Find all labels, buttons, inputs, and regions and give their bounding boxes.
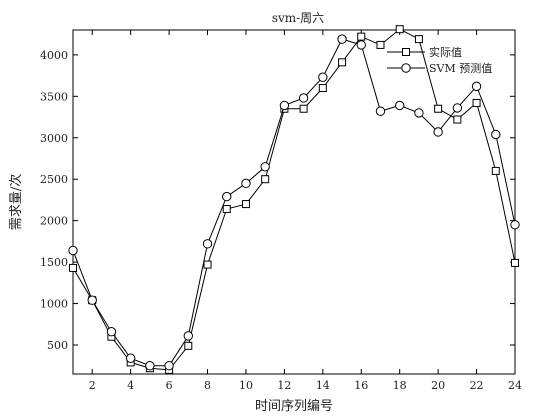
data-point-svm-predicted (279, 100, 290, 111)
data-point-actual (434, 104, 443, 113)
chart-title: svm-周六 (272, 11, 324, 25)
data-point-svm-predicted (375, 106, 386, 116)
legend: 实际值 SVM 预测值 (387, 45, 492, 75)
data-point-actual (241, 200, 250, 209)
x-tick-label: 2 (89, 379, 96, 392)
legend-marker (402, 48, 410, 56)
data-point-svm-predicted (87, 295, 97, 305)
data-point-svm-predicted (260, 162, 270, 172)
data-point-actual (357, 32, 366, 41)
data-point-actual (338, 58, 347, 67)
y-axis: 500 1000 1500 2000 2500 3000 3500 4000 (40, 49, 515, 352)
data-point-actual (491, 166, 500, 175)
legend-marker (401, 63, 411, 73)
legend-item-actual: 实际值 (387, 45, 462, 59)
data-point-svm-predicted (298, 93, 309, 103)
series-layer (68, 25, 520, 374)
data-point-actual (472, 98, 481, 107)
x-tick-label: 20 (431, 379, 445, 392)
series-line-actual (72, 28, 516, 371)
y-tick-label: 3000 (40, 132, 68, 145)
data-point-svm-predicted (106, 327, 117, 337)
y-tick-label: 4000 (40, 49, 68, 62)
y-tick-label: 2000 (40, 215, 68, 228)
data-point-actual (184, 341, 193, 350)
data-point-actual (299, 104, 308, 113)
x-tick-label: 12 (277, 379, 291, 392)
x-axis-title: 时间序列编号 (255, 399, 333, 414)
legend-label: SVM 预测值 (429, 62, 492, 75)
data-point-actual (318, 84, 327, 93)
data-point-actual (453, 115, 462, 124)
data-point-actual (203, 260, 212, 269)
data-point-svm-predicted (356, 40, 366, 50)
data-point-svm-predicted (202, 239, 213, 249)
y-tick-label: 1000 (40, 298, 68, 311)
x-tick-label: 18 (393, 379, 407, 392)
data-point-svm-predicted (145, 361, 155, 371)
data-point-svm-predicted (452, 103, 463, 113)
data-point-svm-predicted (183, 331, 194, 341)
data-point-actual (222, 205, 231, 214)
x-tick-label: 24 (508, 379, 522, 392)
data-point-svm-predicted (125, 353, 136, 363)
data-point-svm-predicted (68, 245, 78, 256)
series-line-svm-predicted (72, 38, 516, 367)
data-point-svm-predicted (164, 361, 174, 371)
x-tick-label: 22 (470, 379, 484, 392)
x-tick-label: 6 (166, 379, 173, 392)
x-tick-label: 10 (239, 379, 253, 392)
y-tick-label: 500 (47, 339, 68, 352)
data-point-actual (69, 263, 77, 272)
y-axis-title: 需求量/次 (8, 174, 24, 230)
data-point-svm-predicted (414, 108, 424, 118)
x-tick-label: 16 (354, 379, 368, 392)
data-point-svm-predicted (222, 191, 232, 202)
legend-label: 实际值 (429, 45, 462, 59)
legend-item-svm-predicted: SVM 预测值 (387, 62, 492, 75)
x-tick-label: 4 (127, 379, 134, 392)
x-tick-label: 8 (204, 379, 211, 392)
data-point-svm-predicted (318, 72, 328, 82)
data-point-actual (395, 25, 404, 34)
data-point-actual (261, 175, 270, 184)
data-point-svm-predicted (510, 220, 520, 230)
data-point-svm-predicted (471, 81, 482, 92)
data-point-svm-predicted (241, 178, 251, 189)
data-point-actual (511, 258, 519, 267)
y-tick-label: 2500 (40, 173, 68, 186)
series-actual (69, 25, 519, 374)
data-point-actual (376, 40, 385, 49)
series-svm-predicted (68, 34, 520, 371)
data-point-svm-predicted (337, 34, 347, 44)
y-tick-label: 1500 (40, 256, 68, 269)
x-tick-label: 14 (316, 379, 330, 392)
data-point-svm-predicted (433, 127, 443, 137)
data-point-svm-predicted (394, 100, 405, 111)
x-axis: 2 4 6 8 10 12 14 16 18 20 22 24 (89, 30, 522, 392)
data-point-actual (414, 35, 423, 44)
data-point-svm-predicted (491, 129, 501, 140)
plot-area-frame (72, 29, 516, 375)
y-tick-label: 3500 (40, 90, 68, 103)
